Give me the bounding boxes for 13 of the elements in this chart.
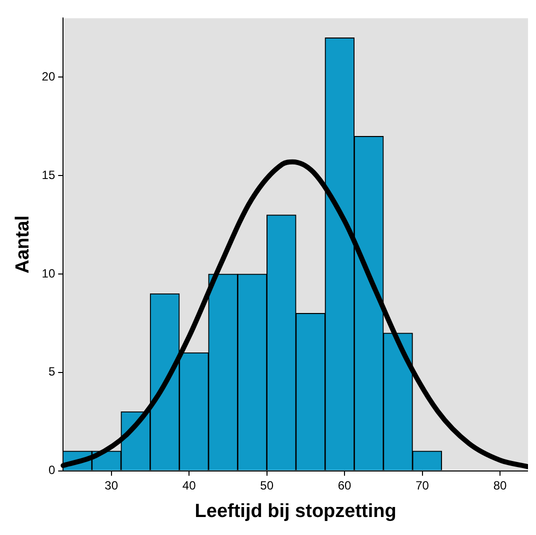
y-tick-label: 5	[48, 364, 56, 379]
y-tick-label: 15	[42, 168, 56, 182]
x-axis-title: Leeftijd bij stopzetting	[194, 500, 396, 522]
y-tick-label: 20	[42, 70, 56, 84]
x-tick-label: 80	[493, 478, 508, 492]
x-tick-label: 50	[260, 478, 274, 492]
x-tick-label: 40	[182, 478, 196, 492]
x-tick-label: 30	[104, 478, 118, 492]
y-tick-label: 0	[48, 463, 56, 478]
x-tick-label: 70	[416, 478, 430, 492]
y-axis-title: Aantal	[12, 215, 34, 274]
y-tick-label: 10	[42, 266, 56, 280]
x-tick-label: 60	[338, 478, 352, 492]
